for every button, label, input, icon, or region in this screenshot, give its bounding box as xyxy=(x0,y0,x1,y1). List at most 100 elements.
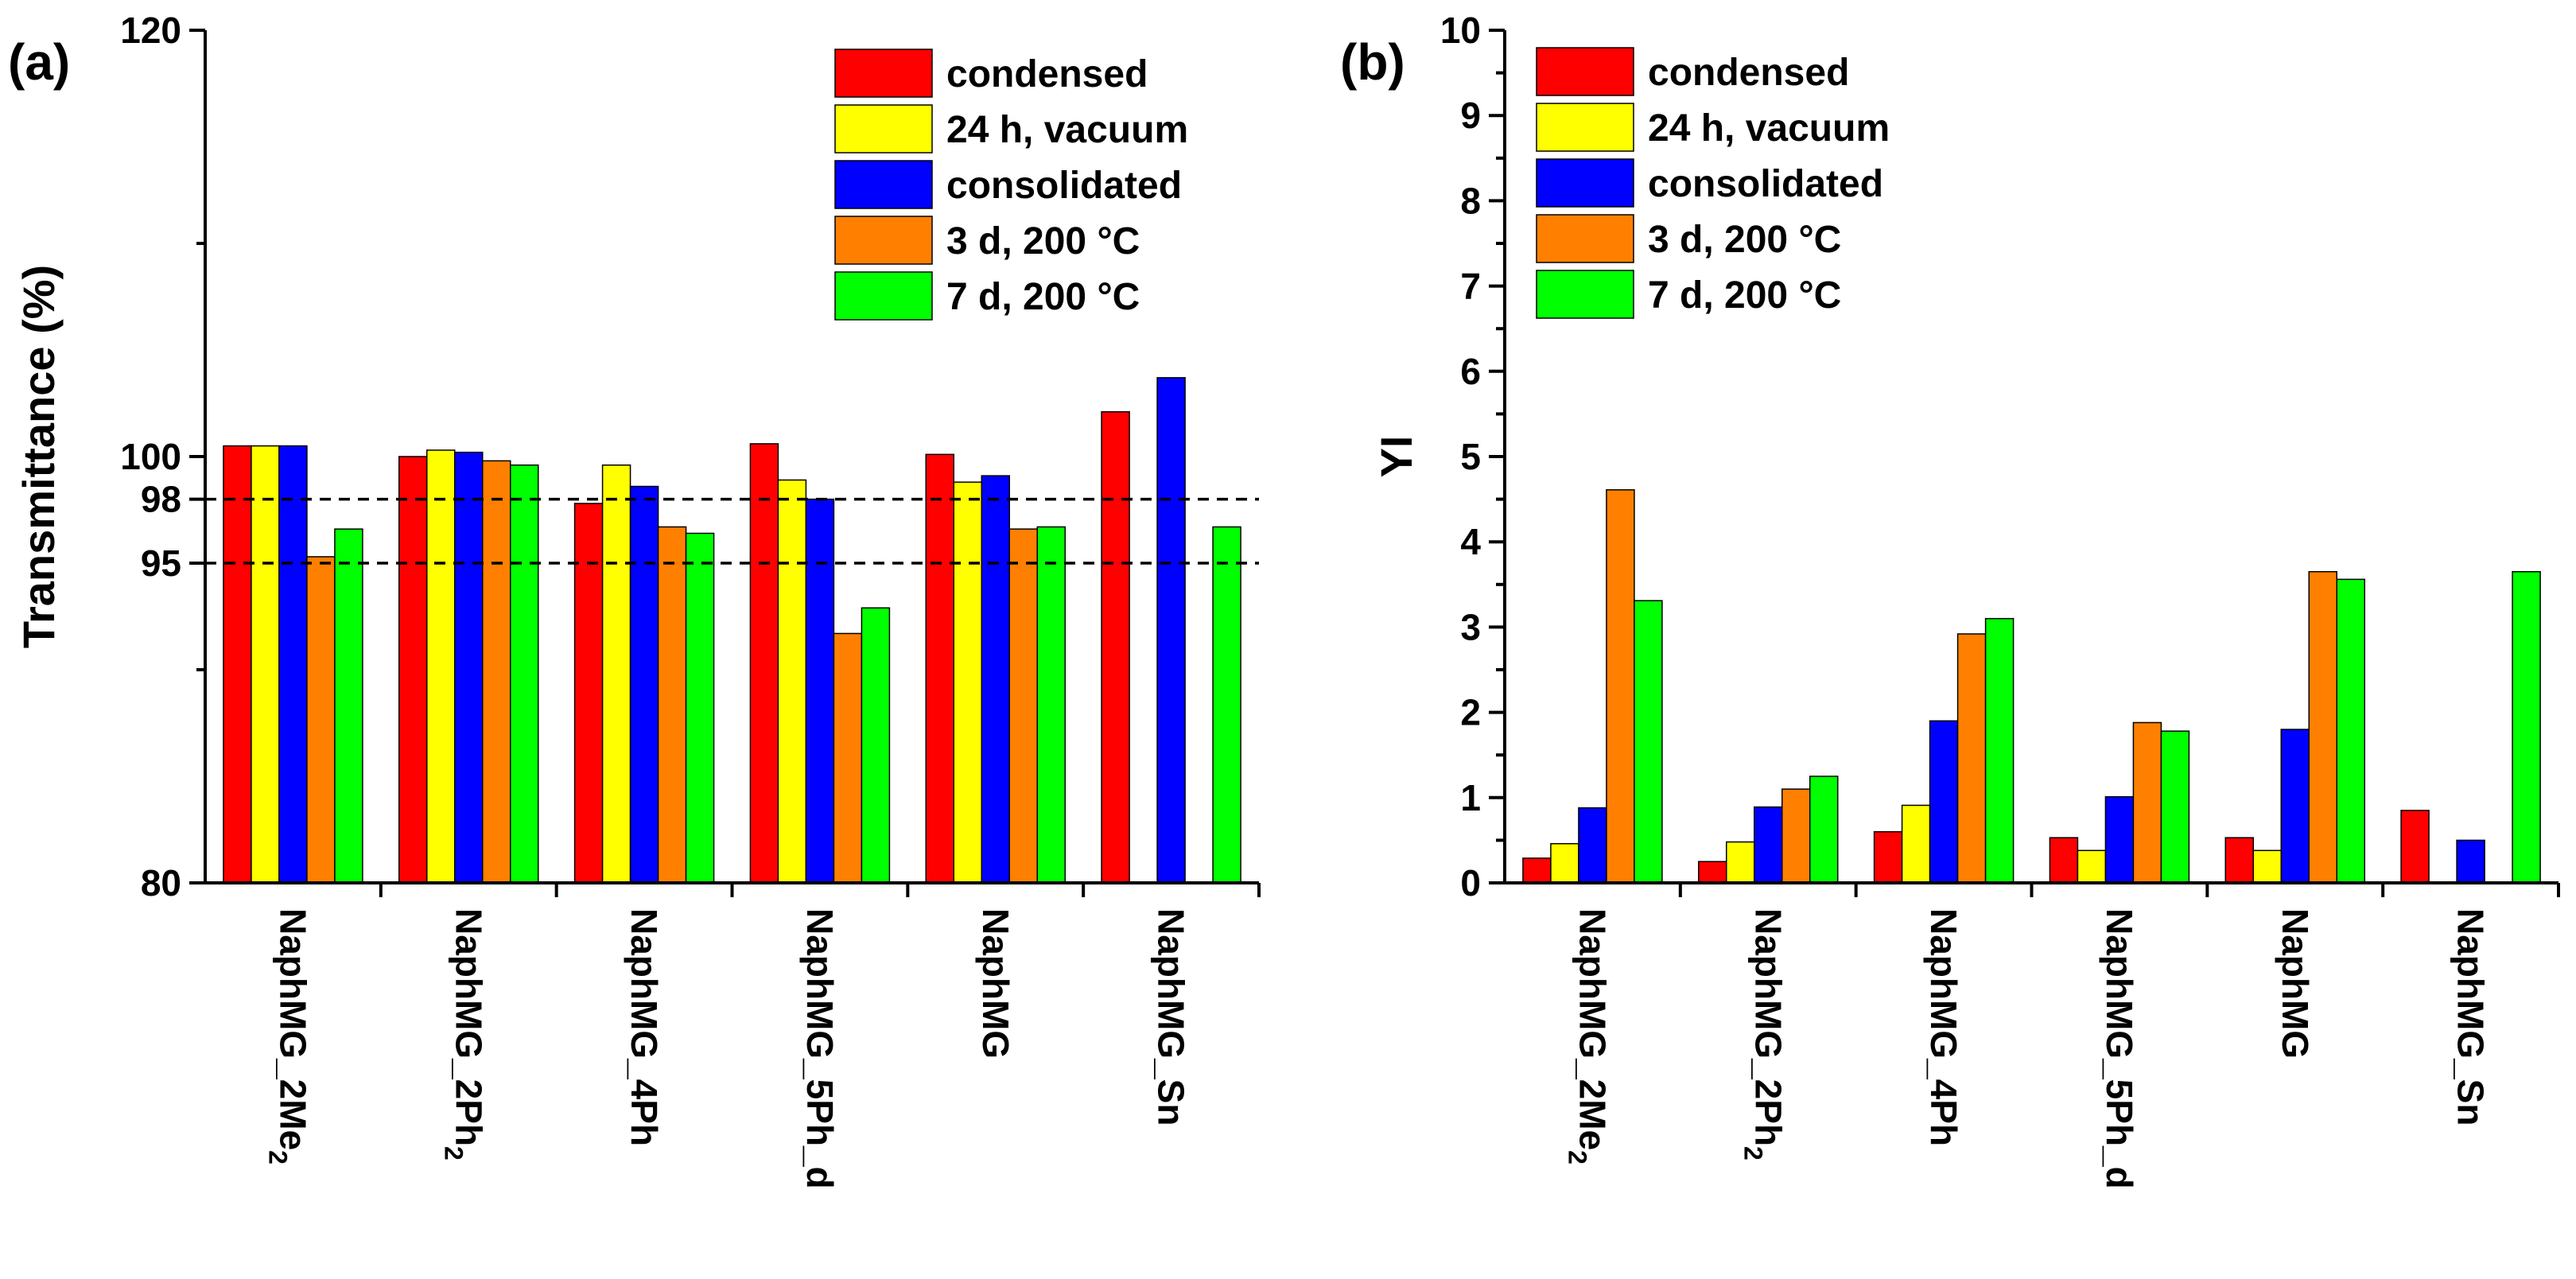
bar-3-d-200-c-3 xyxy=(2132,721,2162,884)
legend-label: 3 d, 200 °C xyxy=(1648,219,1841,261)
y-axis-title: YI xyxy=(1371,436,1421,478)
y-tick-label: 1 xyxy=(1460,777,1481,818)
bar-consolidated-0 xyxy=(1578,807,1607,884)
bar-consolidated-2 xyxy=(629,485,659,884)
legend-label: consolidated xyxy=(1648,163,1883,205)
bar-condensed-4 xyxy=(925,453,954,884)
legend: condensed 24 h, vacuum consolidated 3 d, 20… xyxy=(1536,47,1890,319)
y-tick-label: 0 xyxy=(1460,862,1481,904)
x-tick-label: NaphMG_2Me2 xyxy=(1563,908,1613,1164)
bar-consolidated-5 xyxy=(1156,377,1186,884)
x-tick-label: NaphMG_4Ph xyxy=(1923,908,1964,1146)
bar-24-h-vacuum-1 xyxy=(426,449,456,884)
bar-24-h-vacuum-2 xyxy=(1901,804,1931,884)
bar-condensed-3 xyxy=(749,443,779,884)
legend-swatch xyxy=(834,160,933,209)
x-tick-label: NaphMG_2Ph2 xyxy=(439,908,489,1160)
x-tick-label: NaphMG_2Me2 xyxy=(263,908,313,1164)
y-tick-label: 3 xyxy=(1460,606,1481,647)
legend-label: 7 d, 200 °C xyxy=(946,276,1140,318)
legend-label: 24 h, vacuum xyxy=(946,109,1188,151)
bar-3-d-200-c-1 xyxy=(1781,788,1811,884)
bar-7-d-200-c-3 xyxy=(861,607,891,884)
legend-label: condensed xyxy=(946,53,1148,95)
y-tick-label: 80 xyxy=(141,862,181,904)
legend-swatch xyxy=(1536,214,1634,263)
bar-condensed-0 xyxy=(1522,857,1552,884)
bar-7-d-200-c-4 xyxy=(1036,526,1066,884)
bar-consolidated-2 xyxy=(1929,720,1959,884)
y-tick-label: 7 xyxy=(1460,266,1481,307)
y-axis-title: Transmittance (%) xyxy=(14,265,64,648)
bar-24-h-vacuum-0 xyxy=(251,445,280,884)
bar-condensed-5 xyxy=(1101,410,1130,884)
legend-swatch xyxy=(1536,47,1634,96)
bar-consolidated-1 xyxy=(454,451,484,884)
bar-3-d-200-c-1 xyxy=(482,460,511,884)
bar-condensed-2 xyxy=(1873,830,1903,884)
bar-3-d-200-c-0 xyxy=(306,556,336,884)
y-tick-label: 120 xyxy=(120,10,181,51)
y-tick-label: 8 xyxy=(1460,180,1481,221)
x-tick-label: NaphMG_2Ph2 xyxy=(1739,908,1789,1160)
x-tick-label: NaphMG_Sn xyxy=(1151,908,1192,1125)
bar-consolidated-4 xyxy=(2280,729,2310,884)
legend-swatch xyxy=(834,49,933,98)
y-tick-label: 98 xyxy=(141,479,181,520)
bar-7-d-200-c-4 xyxy=(2336,578,2365,884)
x-tick-label: NaphMG xyxy=(975,908,1016,1059)
bar-consolidated-1 xyxy=(1754,806,1783,884)
bar-24-h-vacuum-3 xyxy=(777,479,807,884)
bar-7-d-200-c-5 xyxy=(1212,526,1241,884)
bar-7-d-200-c-0 xyxy=(334,528,363,884)
y-tick-label: 100 xyxy=(120,436,181,477)
legend-label: 3 d, 200 °C xyxy=(946,220,1140,262)
bar-3-d-200-c-4 xyxy=(1008,528,1038,884)
x-tick-label: NaphMG_4Ph xyxy=(624,908,665,1146)
bar-consolidated-5 xyxy=(2456,839,2485,884)
bar-3-d-200-c-4 xyxy=(2308,570,2337,884)
x-tick-label: NaphMG_5Ph_d xyxy=(799,908,841,1189)
x-tick-label: NaphMG xyxy=(2275,908,2316,1059)
bar-7-d-200-c-3 xyxy=(2160,730,2190,884)
legend-label: 7 d, 200 °C xyxy=(1648,274,1841,317)
legend-swatch xyxy=(1536,158,1634,208)
bar-24-h-vacuum-1 xyxy=(1726,841,1755,884)
bar-condensed-1 xyxy=(1698,861,1727,884)
bar-condensed-0 xyxy=(223,445,252,884)
bar-7-d-200-c-2 xyxy=(685,532,715,884)
axes xyxy=(204,30,1259,884)
x-tick-label: NaphMG_Sn xyxy=(2450,908,2492,1125)
legend-swatch xyxy=(1536,103,1634,152)
x-tick-label: NaphMG_5Ph_d xyxy=(2099,908,2140,1189)
bar-3-d-200-c-3 xyxy=(833,632,863,884)
bar-24-h-vacuum-4 xyxy=(953,481,982,884)
y-tick-label: 5 xyxy=(1460,436,1481,477)
bar-7-d-200-c-5 xyxy=(2512,570,2541,884)
legend: condensed 24 h, vacuum consolidated 3 d, 20… xyxy=(834,49,1188,321)
bar-condensed-1 xyxy=(398,456,428,884)
y-tick-label: 6 xyxy=(1460,351,1481,392)
bar-consolidated-4 xyxy=(981,475,1010,884)
bar-3-d-200-c-2 xyxy=(1956,633,1987,884)
bar-condensed-2 xyxy=(573,503,604,884)
bar-7-d-200-c-2 xyxy=(1984,617,2015,884)
y-tick-label: 10 xyxy=(1440,10,1481,51)
legend-label: condensed xyxy=(1648,52,1849,94)
legend-swatch xyxy=(834,104,933,154)
y-tick-label: 95 xyxy=(141,542,181,584)
bar-3-d-200-c-2 xyxy=(657,526,687,884)
bar-condensed-3 xyxy=(2049,837,2079,884)
y-tick-label: 4 xyxy=(1460,521,1481,562)
panel-label: (a) xyxy=(8,33,70,91)
panel-b: 0 1 2 3 4 5 6 7 8 9 10 NaphMG_2Me2 NaphMG_2Ph2 NaphMG… xyxy=(1340,10,2560,1189)
bar-condensed-4 xyxy=(2224,837,2254,884)
bar-consolidated-3 xyxy=(805,498,835,884)
bar-3-d-200-c-0 xyxy=(1606,489,1635,884)
legend-swatch xyxy=(1536,270,1634,319)
y-tick-label: 2 xyxy=(1460,692,1481,733)
bar-24-h-vacuum-3 xyxy=(2077,849,2107,884)
legend-label: 24 h, vacuum xyxy=(1648,107,1890,150)
bar-consolidated-0 xyxy=(278,445,308,884)
